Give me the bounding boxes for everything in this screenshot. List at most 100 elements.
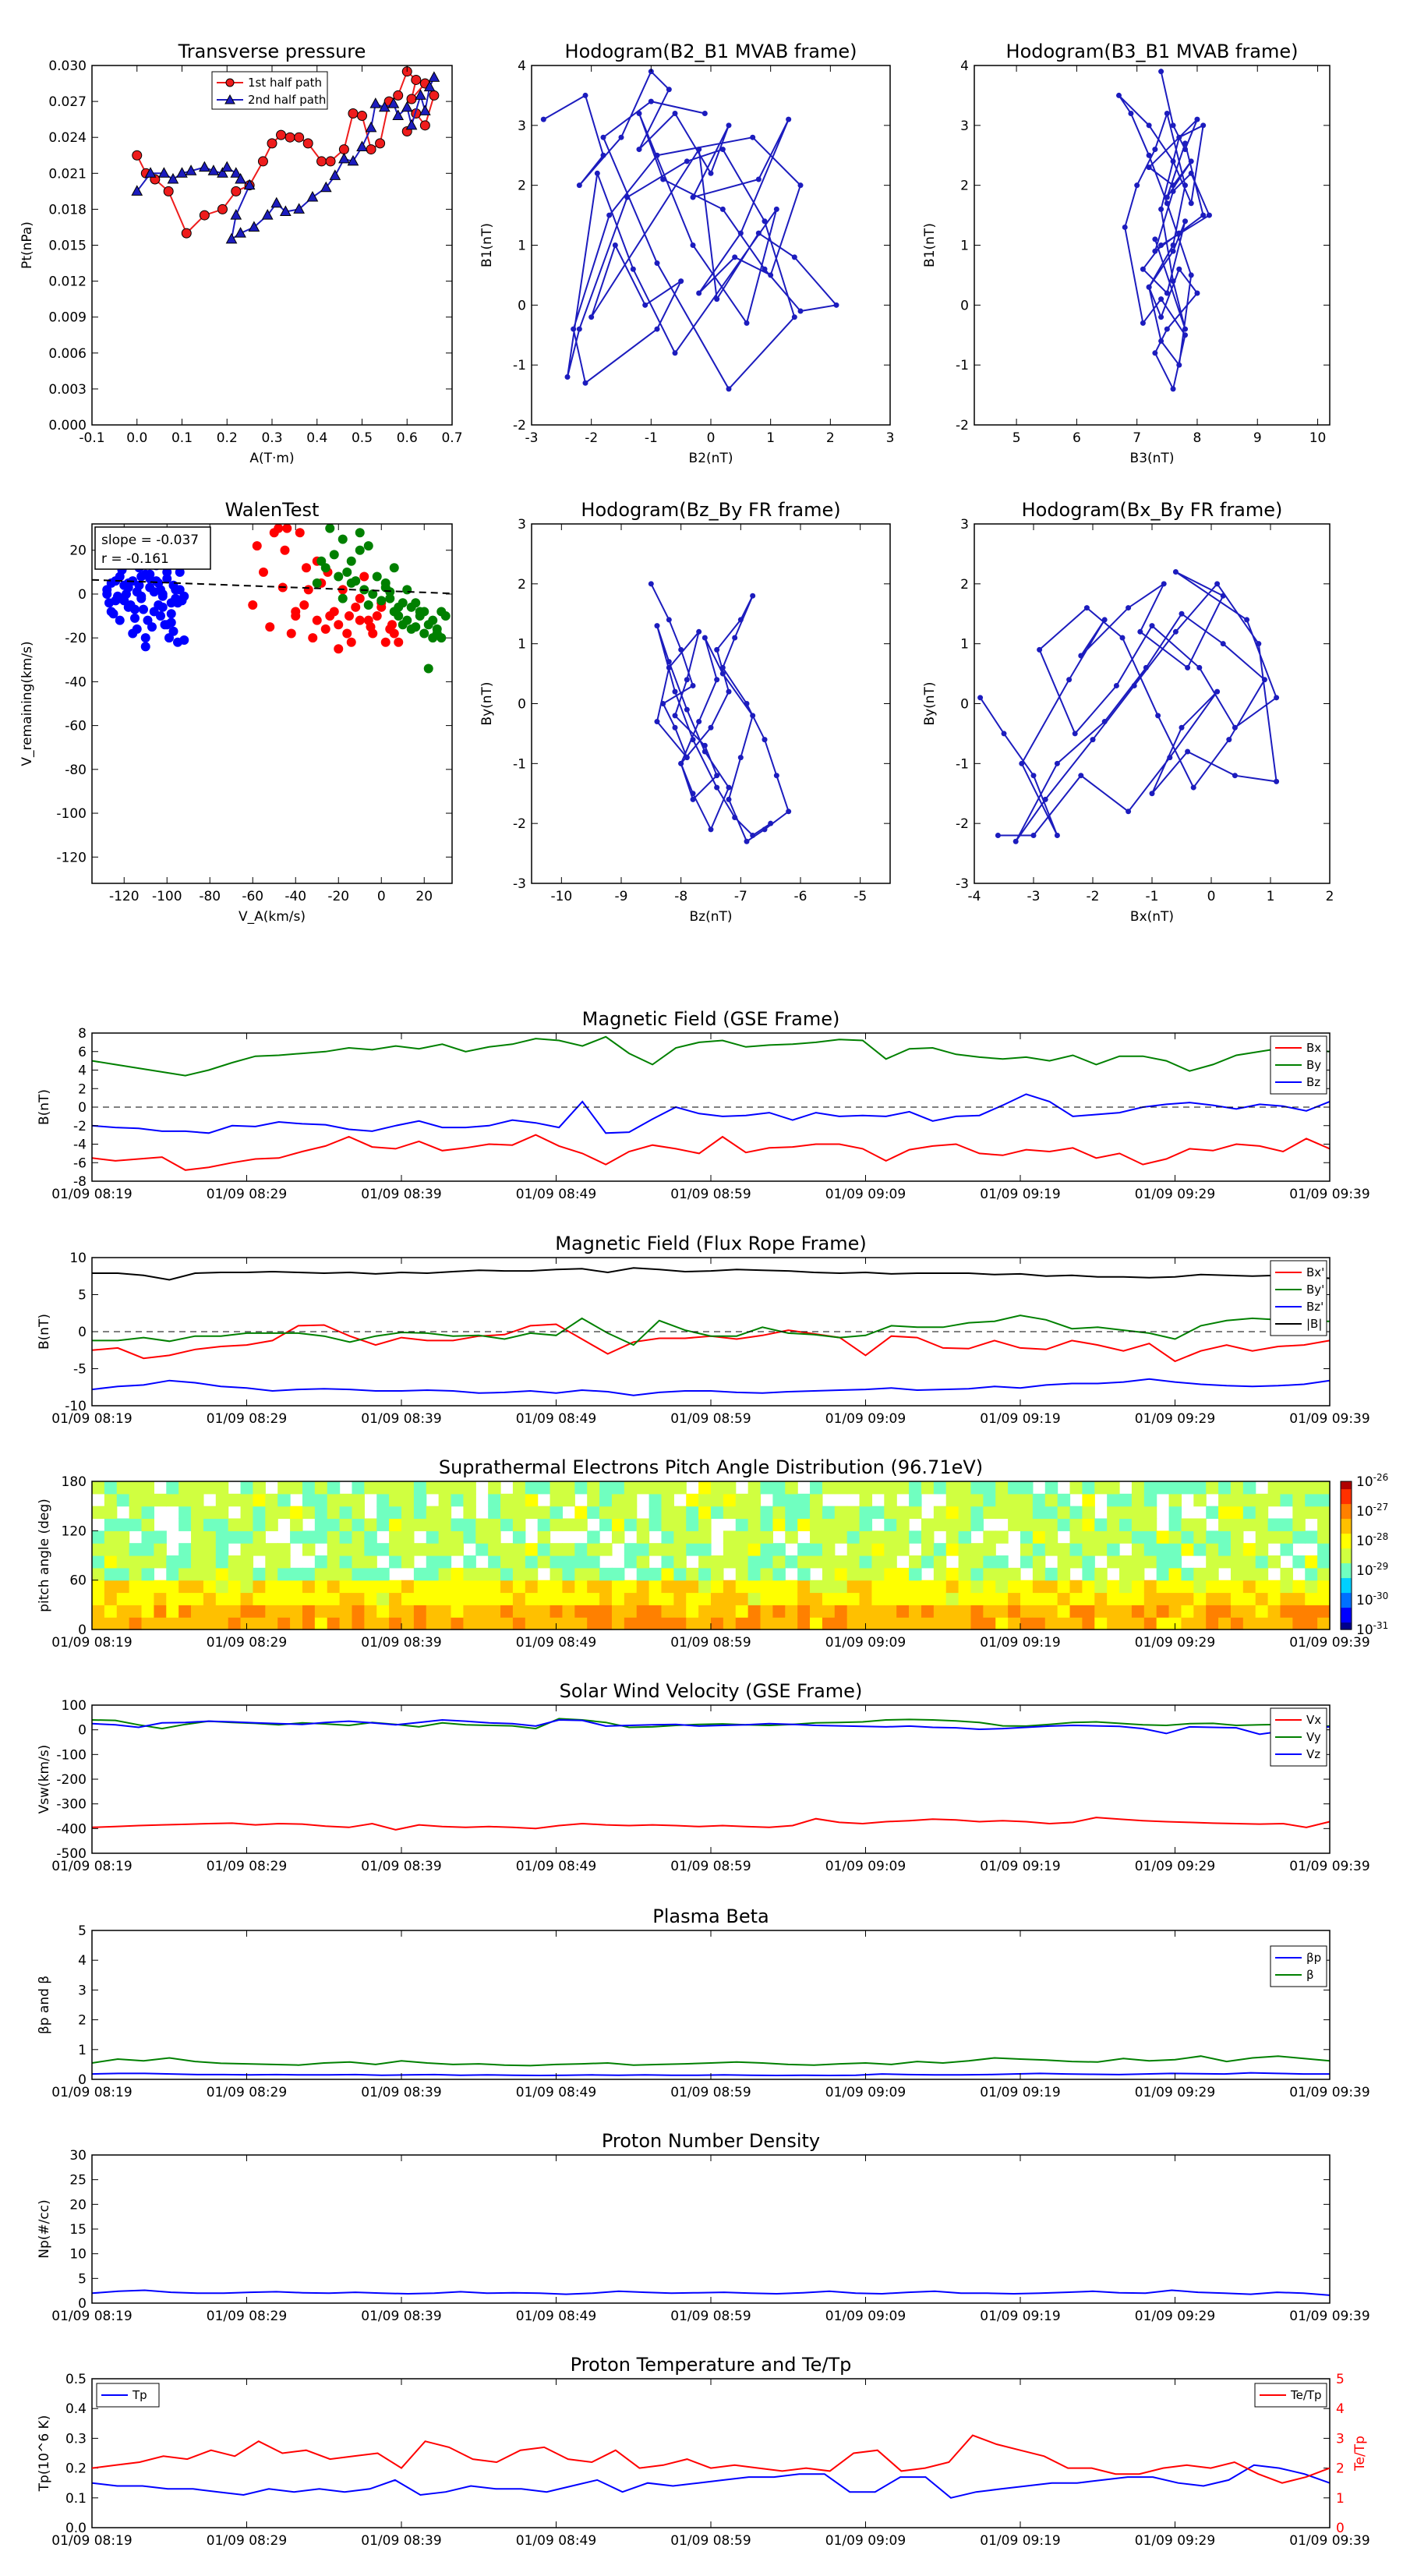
pad-cell	[537, 1543, 551, 1556]
hodo_bxby-point	[1244, 617, 1250, 623]
pad-cell	[240, 1493, 254, 1507]
hodo_bzby-path	[650, 583, 790, 843]
pad-cell	[203, 1481, 217, 1495]
pad-cell	[921, 1543, 935, 1556]
pad-cell	[1218, 1518, 1232, 1531]
pad-cell	[265, 1493, 278, 1507]
pad-cell	[302, 1580, 316, 1594]
pad-cell	[933, 1543, 947, 1556]
pad-cell	[290, 1617, 303, 1630]
transverse-ytick-label: 0.024	[48, 130, 87, 146]
pad-cell	[265, 1617, 278, 1630]
pad-cell	[958, 1530, 972, 1544]
pad-cell	[945, 1617, 959, 1630]
pad-cell	[178, 1481, 192, 1495]
pad-cell	[228, 1605, 242, 1618]
pad-cell	[104, 1555, 118, 1569]
pad-cell	[686, 1605, 699, 1618]
pad-cell	[562, 1555, 575, 1569]
np-ytick-label: 25	[69, 2173, 87, 2189]
hodo_bxby-point	[1179, 724, 1185, 731]
pad-cell	[846, 1617, 861, 1630]
pad-cell	[253, 1530, 266, 1544]
pad-cell	[1008, 1518, 1021, 1531]
pad-cell	[661, 1605, 674, 1618]
pad-cell	[290, 1592, 303, 1605]
pad-cell	[191, 1493, 204, 1507]
pad-cell	[1020, 1543, 1034, 1556]
pad-cell	[735, 1567, 749, 1581]
hodo_b3b1-xtick-label: 10	[1309, 430, 1327, 446]
mag_gse-ytick-label: -2	[73, 1119, 87, 1134]
pad-cell	[500, 1518, 514, 1531]
pad-colorbar-cell	[1341, 1603, 1352, 1608]
walen-ytick-label: 20	[69, 543, 87, 559]
hodo_b3b1-point	[1182, 147, 1189, 153]
pad-cell	[1094, 1518, 1108, 1531]
hodo_b3b1-point	[1182, 326, 1189, 332]
pad-cell	[1255, 1518, 1269, 1531]
walen-point	[325, 523, 335, 533]
hodo_bxby-point	[1078, 773, 1084, 779]
beta-legend-label: β	[1306, 1968, 1314, 1982]
walen-point	[334, 571, 344, 582]
pad-cell	[265, 1555, 278, 1569]
pad-cell	[1044, 1518, 1058, 1531]
pad-cell	[723, 1580, 737, 1594]
hodo_b3b1-point	[1158, 242, 1164, 248]
pad-cell	[203, 1530, 217, 1544]
pad-cell	[178, 1617, 192, 1630]
pad-cell	[290, 1518, 303, 1531]
hodo_b3b1-point	[1170, 188, 1176, 194]
hodo_bzby-point	[750, 713, 756, 719]
hodo_bzby-xlabel: Bz(nT)	[689, 909, 732, 925]
walen-point	[376, 596, 387, 606]
pad-ylabel: pitch angle (deg)	[37, 1499, 52, 1612]
hodo_bzby-ytick-label: -3	[513, 876, 526, 892]
pad-cell	[686, 1580, 699, 1594]
pad-cell	[933, 1567, 947, 1581]
transverse-ytick-label: 0.018	[48, 202, 87, 218]
pad-cell	[1069, 1605, 1083, 1618]
pad-cell	[339, 1567, 353, 1581]
pad-cell	[945, 1518, 959, 1531]
pad-cell	[1193, 1592, 1207, 1605]
mag_fr-xtick-label: 01/09 08:29	[207, 1411, 287, 1427]
tp-title: Proton Temperature and Te/Tp	[571, 2354, 852, 2376]
pad-cell	[512, 1605, 526, 1618]
pad-cell	[1218, 1543, 1232, 1556]
pad-cell	[488, 1530, 501, 1544]
mag_gse-xtick-label: 01/09 09:09	[825, 1187, 906, 1202]
pad-cell	[995, 1617, 1009, 1630]
pad-cell	[1119, 1567, 1133, 1581]
pad-cell	[488, 1592, 501, 1605]
pad-cell	[958, 1617, 972, 1630]
beta-xtick-label: 01/09 08:39	[361, 2085, 441, 2100]
pad-cell	[512, 1506, 526, 1520]
pad-cell	[253, 1481, 266, 1495]
walen-point	[342, 628, 352, 639]
pad-cell	[711, 1555, 724, 1569]
hodo_b3b1-point	[1158, 206, 1164, 212]
pad-cell	[983, 1592, 996, 1605]
hodo_bxby-ytick-label: 1	[960, 637, 969, 653]
pad-cell	[797, 1592, 811, 1605]
pad-cell	[1119, 1493, 1133, 1507]
vsw-frame	[91, 1704, 1331, 1854]
hodo_bzby-xtick-label: -10	[550, 889, 572, 904]
pad-cell	[1032, 1493, 1046, 1507]
pad-cell	[698, 1506, 712, 1520]
hodo_bxby-point	[1274, 695, 1280, 701]
hodo_bxby-xtick-label: 2	[1326, 889, 1334, 904]
hodo_bzby-point	[690, 682, 696, 688]
np-xtick-label: 01/09 09:19	[980, 2309, 1060, 2324]
walen-point	[394, 611, 404, 621]
pad-cell	[1255, 1592, 1269, 1605]
tp-ratio-line	[91, 2434, 1331, 2484]
hodo_bzby-point	[690, 791, 696, 797]
pad-cell	[488, 1605, 501, 1618]
np-title: Proton Number Density	[602, 2130, 820, 2152]
tp-ytick-label: 0.1	[65, 2491, 87, 2507]
pad-cell	[352, 1543, 365, 1556]
pad-cell	[154, 1555, 167, 1569]
